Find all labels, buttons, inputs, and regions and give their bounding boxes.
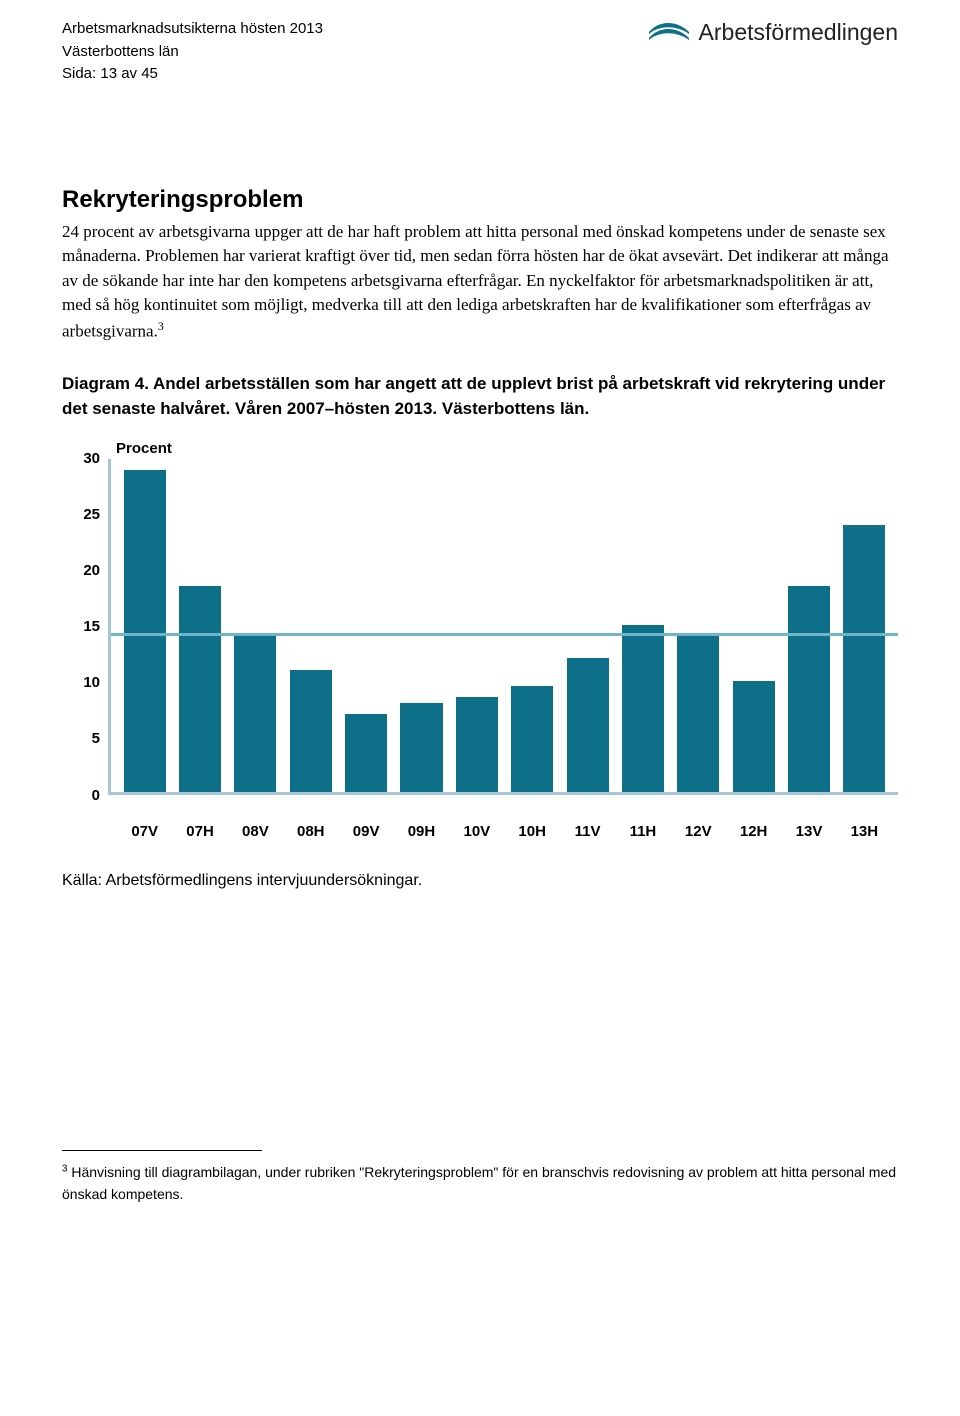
swoosh-icon [647, 18, 691, 46]
bars-container [111, 459, 898, 792]
bar [567, 658, 609, 791]
bar [345, 714, 387, 792]
body-text-content: 24 procent av arbetsgivarna uppger att d… [62, 222, 889, 341]
bar [400, 703, 442, 792]
diagram-caption: Diagram 4. Andel arbetsställen som har a… [62, 372, 898, 421]
doc-page: Sida: 13 av 45 [62, 63, 323, 86]
x-tick: 12H [726, 823, 781, 840]
x-tick: 07V [117, 823, 172, 840]
footnote-divider [62, 1150, 262, 1151]
page-header: Arbetsmarknadsutsikterna hösten 2013 Väs… [62, 18, 898, 86]
y-axis-label: Procent [116, 440, 898, 457]
bar-slot [338, 714, 393, 792]
x-tick: 12V [671, 823, 726, 840]
bar-slot [505, 686, 560, 791]
y-tick: 20 [83, 562, 100, 579]
x-axis-line [111, 792, 898, 795]
bar-slot [781, 586, 836, 791]
bar [511, 686, 553, 791]
y-tick: 25 [83, 506, 100, 523]
bar [733, 681, 775, 792]
footnote: 3 Hänvisning till diagrambilagan, under … [62, 1161, 898, 1206]
bar [622, 625, 664, 792]
bar [124, 470, 166, 792]
x-tick: 08V [228, 823, 283, 840]
bar-slot [726, 681, 781, 792]
bar-slot [283, 670, 338, 792]
y-tick: 10 [83, 674, 100, 691]
y-tick: 15 [83, 618, 100, 635]
y-tick: 5 [92, 730, 100, 747]
bar-slot [671, 636, 726, 791]
header-meta: Arbetsmarknadsutsikterna hösten 2013 Väs… [62, 18, 323, 86]
footnote-text: Hänvisning till diagrambilagan, under ru… [62, 1164, 896, 1202]
x-tick: 10V [449, 823, 504, 840]
chart-source: Källa: Arbetsförmedlingens intervjuunder… [62, 872, 898, 890]
bar-slot [228, 636, 283, 791]
section-heading: Rekryteringsproblem [62, 186, 898, 214]
plot-area [108, 459, 898, 795]
doc-title: Arbetsmarknadsutsikterna hösten 2013 [62, 18, 323, 41]
bar [788, 586, 830, 791]
brand-name: Arbetsförmedlingen [699, 19, 898, 46]
doc-region: Västerbottens län [62, 41, 323, 64]
footnote-ref: 3 [158, 319, 164, 333]
bar-slot [449, 697, 504, 791]
x-tick: 08H [283, 823, 338, 840]
bar-chart: Procent 302520151050 07V07H08V08H09V09H1… [68, 440, 898, 840]
bar [290, 670, 332, 792]
bar-slot [172, 586, 227, 791]
bar-slot [837, 525, 892, 791]
bar [179, 586, 221, 791]
x-tick: 09H [394, 823, 449, 840]
x-tick: 09V [338, 823, 393, 840]
x-axis-ticks: 07V07H08V08H09V09H10V10H11V11H12V12H13V1… [111, 813, 898, 840]
bar [677, 636, 719, 791]
y-tick: 0 [92, 787, 100, 804]
bar [843, 525, 885, 791]
y-axis-ticks: 30 25 20 15 10 5 0 [68, 450, 108, 804]
x-tick: 13H [837, 823, 892, 840]
bar [234, 636, 276, 791]
x-tick: 11H [615, 823, 670, 840]
y-tick: 30 [83, 450, 100, 467]
reference-line [111, 633, 898, 636]
brand-logo: Arbetsförmedlingen [647, 18, 898, 46]
x-tick: 07H [172, 823, 227, 840]
bar [456, 697, 498, 791]
x-tick: 11V [560, 823, 615, 840]
bar-slot [394, 703, 449, 792]
bar-slot [615, 625, 670, 792]
x-tick: 13V [781, 823, 836, 840]
section-body: 24 procent av arbetsgivarna uppger att d… [62, 220, 898, 345]
bar-slot [117, 470, 172, 792]
bar-slot [560, 658, 615, 791]
x-tick: 10H [505, 823, 560, 840]
